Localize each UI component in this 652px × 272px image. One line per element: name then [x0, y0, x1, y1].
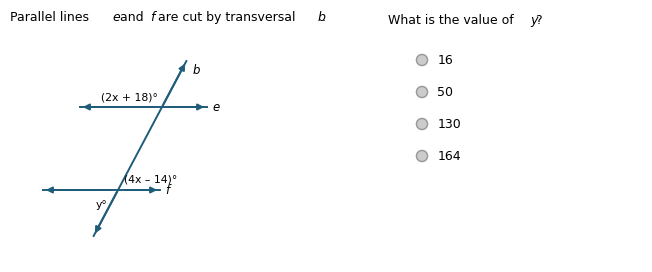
- Text: What is the value of: What is the value of: [388, 14, 518, 27]
- Text: 50: 50: [437, 85, 454, 98]
- Text: 130: 130: [437, 118, 461, 131]
- Text: ?: ?: [535, 14, 542, 27]
- Text: 16: 16: [437, 54, 453, 66]
- Circle shape: [417, 54, 428, 66]
- Circle shape: [417, 119, 428, 129]
- Text: Parallel lines: Parallel lines: [10, 11, 93, 24]
- Text: e: e: [112, 11, 120, 24]
- Text: y°: y°: [96, 200, 108, 210]
- Text: b: b: [318, 11, 325, 24]
- Text: 164: 164: [437, 150, 461, 162]
- Text: (4x – 14)°: (4x – 14)°: [124, 175, 177, 185]
- Text: (2x + 18)°: (2x + 18)°: [101, 92, 158, 102]
- Text: and: and: [116, 11, 148, 24]
- Text: b: b: [192, 64, 200, 77]
- Text: e: e: [212, 100, 219, 113]
- Circle shape: [417, 86, 428, 97]
- Circle shape: [417, 150, 428, 162]
- Text: f: f: [150, 11, 155, 24]
- Text: f: f: [165, 184, 169, 196]
- Text: .: .: [321, 11, 325, 24]
- Text: are cut by transversal: are cut by transversal: [154, 11, 300, 24]
- Text: y: y: [531, 14, 538, 27]
